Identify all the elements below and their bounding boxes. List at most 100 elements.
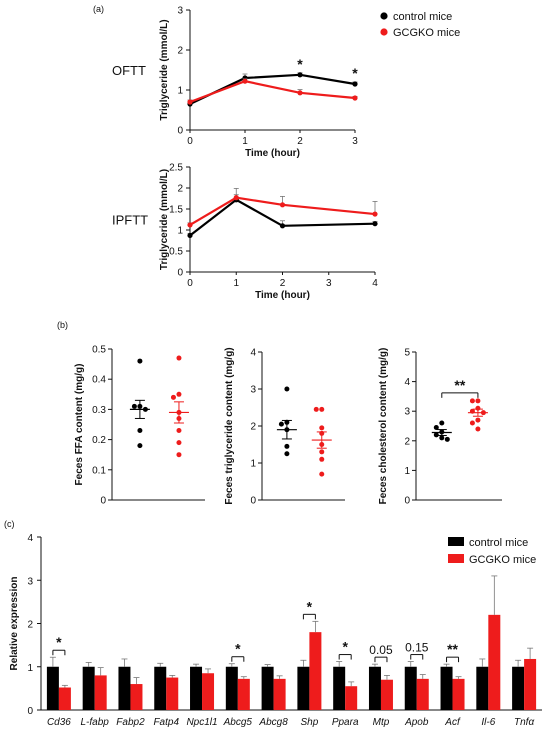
data-point (469, 398, 475, 404)
x-tick-label: 1 (242, 136, 248, 147)
x-tick-label: 1 (233, 278, 239, 289)
bar (404, 666, 417, 710)
data-point (137, 428, 143, 434)
bar (345, 686, 358, 710)
y-tick-label: 3 (177, 6, 183, 17)
category-label: Shp (300, 717, 318, 728)
bar (118, 666, 131, 710)
data-point (279, 223, 286, 229)
data-point (297, 90, 303, 96)
data-point (170, 394, 176, 400)
significance-mark: * (342, 639, 348, 655)
panel-label-c: (c) (4, 519, 15, 529)
y-tick-label: 4 (250, 348, 256, 359)
bar (261, 666, 274, 710)
category-label: Ppara (332, 717, 359, 728)
y-tick-label: 5 (404, 348, 410, 359)
legend-marker (380, 12, 388, 20)
y-tick-label: 0 (100, 496, 106, 507)
bar (452, 678, 465, 710)
y-tick-label: 4 (27, 533, 33, 544)
y-tick-label: 0.1 (92, 465, 106, 476)
significance-mark: 0.15 (405, 641, 429, 655)
legend-marker (380, 28, 388, 36)
significance-mark: * (352, 65, 358, 81)
data-point (372, 221, 378, 227)
y-tick-label: 0.5 (92, 345, 106, 356)
y-axis-label: Feces cholesterol content (mg/g) (378, 348, 389, 505)
data-point (313, 406, 319, 412)
y-axis-label: Feces triglyceride content (mg/g) (224, 347, 235, 504)
legend-entry: GCGKO mice (469, 554, 536, 566)
data-point (187, 232, 193, 239)
data-point (187, 99, 193, 105)
y-tick-label: 3 (27, 576, 33, 587)
y-tick-label: 1 (177, 226, 183, 237)
panel-label-a: (a) (93, 4, 104, 14)
category-label: Mtp (373, 717, 390, 728)
row-label: IPFTT (112, 213, 148, 228)
data-point (297, 72, 303, 78)
bar (46, 666, 59, 710)
category-label: Cd36 (47, 717, 71, 728)
y-tick-label: 0.5 (169, 247, 183, 258)
y-axis-label: Feces FFA content (mg/g) (74, 364, 85, 486)
data-point (278, 421, 284, 427)
data-point (469, 420, 475, 426)
legend-swatch (448, 554, 464, 563)
bar (166, 677, 179, 710)
data-point (279, 202, 286, 208)
y-tick-label: 1 (27, 663, 33, 674)
bar (440, 666, 453, 710)
data-point (444, 436, 450, 442)
category-label: Il-6 (481, 717, 495, 728)
significance-mark: 0.05 (369, 643, 393, 657)
y-tick-label: 3 (250, 385, 256, 396)
category-label: Npc1l1 (186, 717, 217, 728)
bar (225, 666, 238, 710)
y-tick-label: 1.5 (169, 205, 183, 216)
y-tick-label: 0.3 (92, 405, 106, 416)
bar (297, 666, 310, 710)
panel-label-b: (b) (57, 320, 68, 330)
x-axis-label: Time (hour) (245, 148, 300, 159)
category-label: Fatp4 (153, 717, 179, 728)
y-tick-label: 0 (177, 126, 183, 137)
data-point (319, 406, 325, 412)
data-point (131, 403, 137, 409)
data-point (233, 195, 239, 201)
data-point (284, 451, 290, 457)
data-point (176, 452, 182, 458)
x-tick-label: 2 (280, 278, 286, 289)
y-tick-label: 2.5 (169, 163, 183, 174)
x-tick-label: 0 (187, 136, 193, 147)
y-axis-label: Triglyceride (mmol/L) (159, 169, 170, 270)
row-label: OFTT (112, 63, 146, 78)
series-line (189, 80, 356, 104)
data-point (319, 471, 325, 477)
bar (333, 666, 346, 710)
legend-entry: GCGKO mice (393, 27, 460, 39)
data-point (242, 78, 248, 84)
data-point (319, 449, 325, 455)
bar (416, 678, 429, 710)
y-tick-label: 1 (177, 86, 183, 97)
data-point (475, 398, 481, 404)
data-point (187, 222, 193, 228)
series-line (189, 198, 376, 237)
x-axis-label: Time (hour) (255, 290, 310, 301)
data-point (176, 391, 182, 397)
significance-mark: * (235, 641, 241, 657)
data-point (176, 355, 182, 361)
category-label: Acf (444, 717, 461, 728)
bar (512, 666, 525, 710)
y-axis-label: Relative expression (9, 577, 20, 671)
y-tick-label: 0 (177, 268, 183, 279)
significance-mark: * (56, 634, 62, 650)
bar (154, 666, 167, 710)
bar (190, 666, 203, 710)
bar (237, 678, 250, 710)
data-point (352, 81, 358, 87)
significance-mark: * (297, 56, 303, 72)
category-label: Abcg5 (223, 717, 253, 728)
